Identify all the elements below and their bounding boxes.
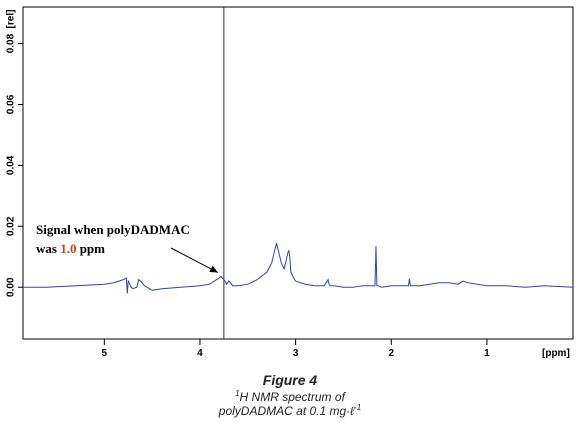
x-unit-label: [ppm] <box>542 348 570 359</box>
x-tick-label: 3 <box>293 348 299 359</box>
annotation-line-1: Signal when polyDADMAC <box>36 222 190 237</box>
x-axis: 5 4 3 2 1 <box>102 339 490 359</box>
spectrum-line <box>23 242 574 294</box>
annotation-line-2: was 1.0 ppm <box>36 241 105 256</box>
figure-caption-line-1: 1H NMR spectrum of <box>235 389 345 404</box>
x-tick-label: 2 <box>388 348 394 359</box>
x-tick-label: 5 <box>102 348 108 359</box>
x-tick-label: 4 <box>197 348 203 359</box>
plot-frame <box>22 6 574 340</box>
annotation-arrow-head <box>209 265 219 273</box>
annotation: Signal when polyDADMAC was 1.0 ppm <box>36 222 219 274</box>
annotation-arrow-line <box>170 247 219 274</box>
y-tick-label: 0.06 <box>6 94 17 114</box>
y-tick-label: 0.08 <box>6 33 17 53</box>
y-unit-label: [rel] <box>6 10 17 29</box>
figure-title: Figure 4 <box>262 372 318 388</box>
y-tick-label: 0.00 <box>6 277 17 297</box>
x-tick-label: 1 <box>484 348 490 359</box>
y-tick-label: 0.02 <box>6 216 17 236</box>
y-tick-label: 0.04 <box>6 155 17 175</box>
figure-caption-line-2: polyDADMAC at 0.1 mg·ℓ-1 <box>218 403 362 418</box>
y-axis: 0.00 0.02 0.04 0.06 0.08 <box>6 33 23 297</box>
